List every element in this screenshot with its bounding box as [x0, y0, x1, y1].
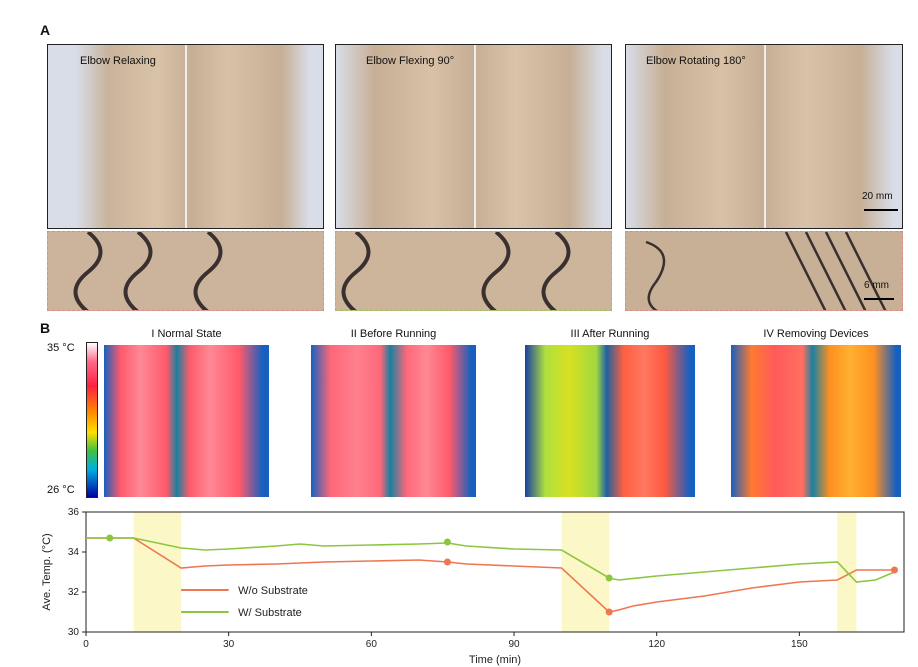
series-marker [890, 566, 898, 574]
panel-letter-b: B [40, 320, 51, 336]
thermal-removing-devices [731, 345, 901, 497]
y-tick-label: 32 [68, 587, 80, 598]
highlight-region [133, 512, 182, 632]
highlight-region [561, 512, 610, 632]
y-tick-label: 36 [68, 507, 80, 518]
x-tick-label: 90 [508, 639, 520, 650]
series-marker [605, 574, 613, 582]
scale-bar [864, 298, 894, 300]
x-tick-label: 0 [83, 639, 89, 650]
thermal-title-1: I Normal State [151, 328, 222, 340]
scale-bar [864, 209, 898, 211]
thermal-title-4: IV Removing Devices [763, 328, 869, 340]
photo-elbow-flexing: Elbow Flexing 90° [335, 44, 612, 229]
x-tick-label: 60 [366, 639, 378, 650]
legend-label: W/o Substrate [238, 585, 308, 597]
photo-label: Elbow Relaxing [80, 55, 156, 67]
y-axis-label: Ave. Temp. (°C) [41, 533, 53, 610]
panel-letter-a: A [40, 22, 51, 38]
thermal-before-running [311, 345, 476, 497]
series-line-2 [86, 537, 895, 583]
photo-elbow-relaxing: Elbow Relaxing [47, 44, 324, 229]
thermal-after-running [525, 345, 695, 497]
x-tick-label: 30 [223, 639, 235, 650]
x-tick-label: 150 [791, 639, 808, 650]
thermal-title-2: II Before Running [350, 328, 437, 340]
scale-label-6mm: 6 mm [864, 280, 889, 291]
photo-elbow-rotating: Elbow Rotating 180° 20 mm [625, 44, 903, 229]
y-tick-label: 34 [68, 547, 80, 558]
photo-label: Elbow Flexing 90° [366, 55, 455, 67]
zoom-relaxing [47, 231, 324, 311]
thermal-title-3: III After Running [570, 328, 650, 340]
y-tick-label: 30 [68, 627, 80, 638]
zoom-rotating: 6 mm [625, 231, 903, 311]
scale-label-20mm: 20 mm [862, 191, 893, 202]
legend-label: W/ Substrate [238, 607, 302, 619]
colorbar [86, 342, 98, 498]
zoom-flexing [335, 231, 612, 311]
photo-label: Elbow Rotating 180° [646, 55, 746, 67]
series-line-1 [86, 537, 895, 613]
series-marker [443, 558, 451, 566]
x-axis-label: Time (min) [469, 654, 521, 666]
series-marker [106, 534, 114, 542]
x-tick-label: 120 [648, 639, 665, 650]
thermal-normal-state [104, 345, 269, 497]
colorbar-max-label: 35 °C [47, 342, 75, 354]
plot-frame [85, 511, 905, 633]
series-marker [605, 608, 613, 616]
series-marker [443, 538, 451, 546]
colorbar-min-label: 26 °C [47, 484, 75, 496]
